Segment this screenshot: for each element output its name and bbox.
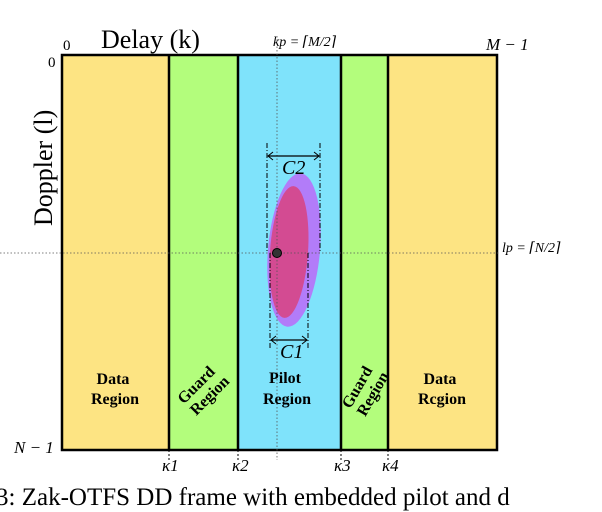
l-max-label: N − 1	[13, 438, 54, 457]
doppler-axis-label: Doppler (l)	[29, 110, 58, 226]
guard-region-right	[341, 55, 388, 450]
data-region-right	[388, 55, 497, 450]
c2-label: C2	[282, 157, 305, 179]
lp-label: lp = ⌈N/2⌉	[502, 241, 561, 256]
guard-region-left	[169, 55, 238, 450]
data-region-left-label: Data Region	[91, 371, 139, 408]
kappa-3-label: κ3	[334, 456, 351, 475]
data-region-left	[62, 55, 169, 450]
pilot-region-label: Pilot Region	[263, 370, 311, 408]
c1-extent-marker	[269, 253, 309, 350]
pilot-symbol	[272, 248, 282, 258]
c2-extent-marker	[266, 143, 321, 253]
inner-spread-ellipse	[269, 186, 309, 318]
kp-label: kp = ⌈M/2⌉	[273, 35, 337, 50]
kappa-2-label: κ2	[232, 456, 249, 475]
data-region-right-label: Data Rcgion	[418, 371, 466, 408]
kappa-1-label: κ1	[162, 456, 179, 475]
delay-axis-label: Delay (k)	[101, 25, 200, 54]
k-origin-label: 0	[63, 38, 71, 54]
k-max-label: M − 1	[485, 35, 529, 54]
figure-caption: 3: Zak-OTFS DD frame with embedded pilot…	[0, 484, 510, 511]
c1-label: C1	[280, 341, 303, 363]
kappa-4-label: κ4	[382, 456, 399, 475]
l-origin-label: 0	[48, 55, 56, 71]
